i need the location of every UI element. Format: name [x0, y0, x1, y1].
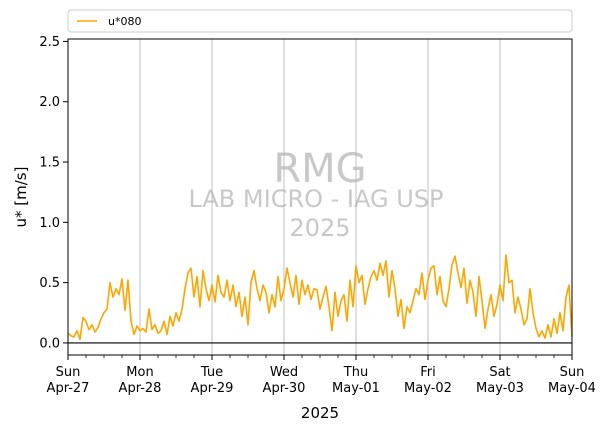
watermark-year: 2025 [289, 214, 350, 242]
y-axis-title: u* [m/s] [12, 167, 30, 228]
series-line-u080 [67, 254, 573, 341]
x-tick-label-date: Apr-30 [263, 381, 306, 396]
grid [139, 39, 501, 355]
y-tick-label: 2.0 [39, 95, 60, 110]
y-tick-label: 1.0 [39, 216, 60, 231]
watermark-subtitle: LAB MICRO - IAG USP [188, 185, 443, 213]
x-tick-label-date: May-03 [476, 381, 524, 396]
x-tick-label-date: May-01 [332, 381, 380, 396]
x-tick-label-day: Tue [200, 365, 223, 380]
y-tick-label: 0.0 [39, 336, 60, 351]
x-tick-label-day: Wed [270, 365, 298, 380]
legend-frame [67, 9, 573, 33]
x-tick-label-day: Mon [126, 365, 153, 380]
x-tick-label-date: Apr-28 [119, 381, 162, 396]
x-tick-label-day: Sun [56, 365, 81, 380]
watermark: RMG LAB MICRO - IAG USP 2025 [188, 146, 443, 242]
x-tick-label-day: Thu [343, 365, 368, 380]
x-axis-title: 2025 [301, 404, 339, 422]
x-tick-label-date: Apr-29 [191, 381, 234, 396]
legend-label: u*080 [108, 15, 141, 28]
x-tick-label-day: Sat [489, 365, 510, 380]
y-axis: 0.0 0.5 1.0 1.5 2.0 2.5 [39, 35, 68, 351]
x-tick-label-day: Fri [420, 365, 436, 380]
watermark-title: RMG [273, 146, 366, 192]
y-tick-label: 1.5 [39, 156, 60, 171]
x-tick-label-date: May-04 [548, 381, 596, 396]
y-tick-label: 2.5 [39, 35, 60, 50]
x-tick-label-date: Apr-27 [47, 381, 90, 396]
x-axis: SunApr-27MonApr-28TueApr-29WedApr-30ThuM… [47, 355, 596, 396]
x-tick-label-day: Sun [560, 365, 585, 380]
y-tick-label: 0.5 [39, 276, 60, 291]
x-tick-label-date: May-02 [404, 381, 452, 396]
legend: u*080 [67, 9, 573, 33]
